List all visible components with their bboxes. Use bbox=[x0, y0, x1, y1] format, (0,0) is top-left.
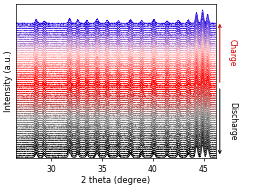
Text: Charge: Charge bbox=[228, 39, 237, 67]
Text: Discharge: Discharge bbox=[228, 102, 237, 141]
Y-axis label: Intensity (a.u.): Intensity (a.u.) bbox=[4, 50, 13, 112]
X-axis label: 2 theta (degree): 2 theta (degree) bbox=[81, 176, 151, 185]
